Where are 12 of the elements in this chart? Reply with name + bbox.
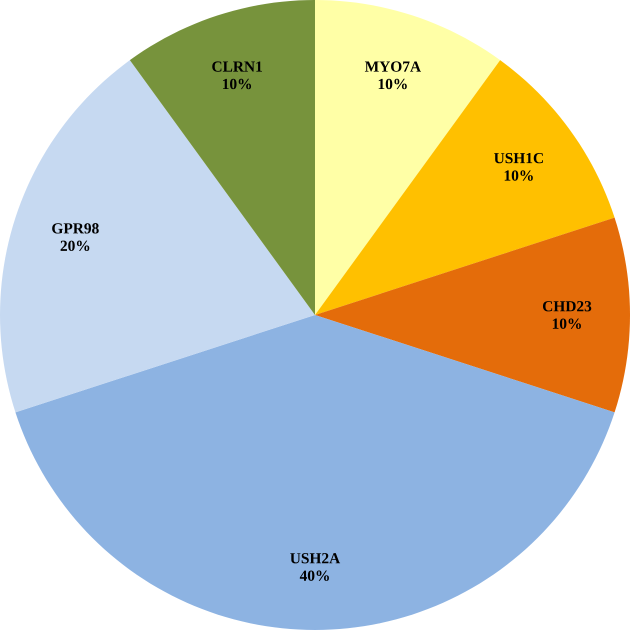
slice-label: CHD23 [542, 301, 592, 312]
slice-label: USH1C [494, 152, 543, 164]
data-label: 10% [552, 318, 581, 329]
data-label: 10% [378, 78, 407, 90]
data-label: 10% [504, 170, 533, 181]
data-label: 40% [300, 570, 329, 581]
data-label: 10% [222, 78, 252, 90]
slice-label: MYO7A [364, 61, 421, 72]
slice-label: GPR98 [52, 223, 99, 234]
slice-label: USH2A [290, 553, 340, 564]
slice-label: CLRN1 [212, 61, 262, 72]
data-label: 20% [60, 240, 90, 252]
